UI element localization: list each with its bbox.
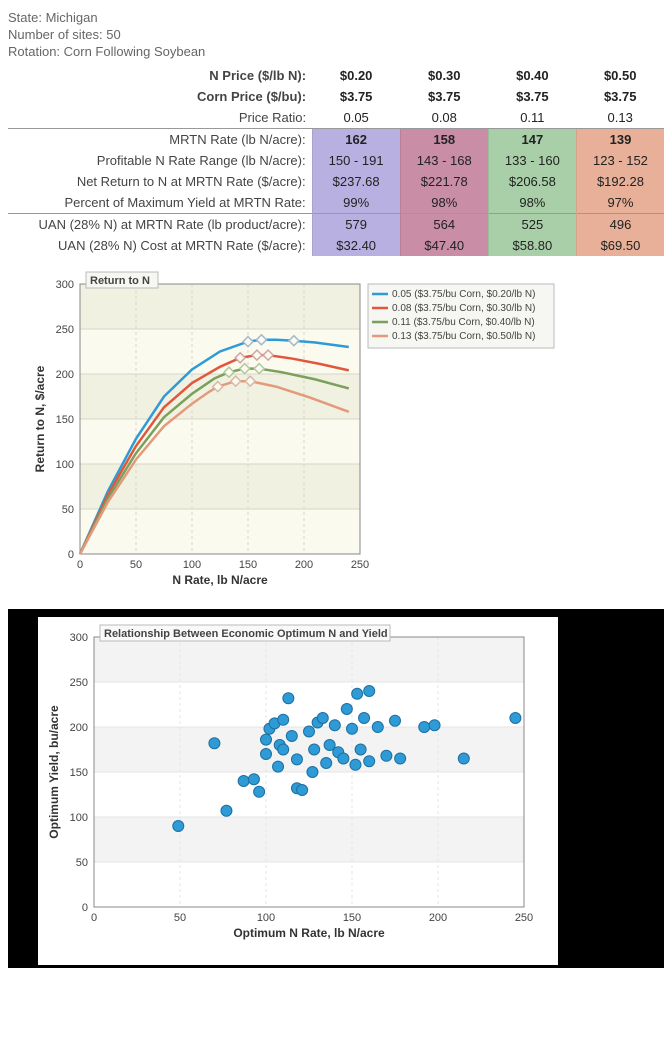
table-row-label: MRTN Rate (lb N/acre): <box>8 129 312 151</box>
table-cell: 0.13 <box>576 107 664 129</box>
meta-state: State: Michigan <box>8 10 664 25</box>
svg-text:0: 0 <box>82 902 88 914</box>
meta-sites: Number of sites: 50 <box>8 27 664 42</box>
table-cell: 525 <box>488 214 576 236</box>
table-row-label: Price Ratio: <box>8 107 312 129</box>
table-cell: $3.75 <box>400 86 488 107</box>
table-row-label: Corn Price ($/bu): <box>8 86 312 107</box>
svg-text:150: 150 <box>56 414 74 426</box>
table-row-label: Profitable N Rate Range (lb N/acre): <box>8 150 312 171</box>
svg-text:Optimum N Rate, lb N/acre: Optimum N Rate, lb N/acre <box>233 926 385 940</box>
svg-text:0: 0 <box>91 912 97 924</box>
svg-text:50: 50 <box>76 857 88 869</box>
table-cell: 97% <box>576 192 664 214</box>
svg-text:Relationship Between Economic: Relationship Between Economic Optimum N … <box>104 628 388 640</box>
svg-text:N Rate, lb N/acre: N Rate, lb N/acre <box>172 573 268 587</box>
table-cell: 579 <box>312 214 400 236</box>
svg-text:150: 150 <box>343 912 361 924</box>
svg-text:100: 100 <box>257 912 275 924</box>
table-row-label: UAN (28% N) at MRTN Rate (lb product/acr… <box>8 214 312 236</box>
svg-text:0: 0 <box>68 549 74 561</box>
svg-text:250: 250 <box>56 324 74 336</box>
table-cell: 158 <box>400 129 488 151</box>
table-cell: $0.40 <box>488 65 576 86</box>
table-cell: 99% <box>312 192 400 214</box>
table-cell: 564 <box>400 214 488 236</box>
mrtn-table: N Price ($/lb N):$0.20$0.30$0.40$0.50 Cor… <box>8 65 664 256</box>
svg-text:100: 100 <box>183 559 201 571</box>
svg-text:300: 300 <box>70 632 88 644</box>
svg-text:250: 250 <box>351 559 369 571</box>
table-row-label: UAN (28% N) Cost at MRTN Rate ($/acre): <box>8 235 312 256</box>
svg-text:50: 50 <box>174 912 186 924</box>
table-cell: $3.75 <box>576 86 664 107</box>
svg-text:50: 50 <box>130 559 142 571</box>
svg-text:Optimum Yield, bu/acre: Optimum Yield, bu/acre <box>47 705 61 839</box>
table-cell: 98% <box>400 192 488 214</box>
table-cell: 0.08 <box>400 107 488 129</box>
table-cell: $0.50 <box>576 65 664 86</box>
svg-text:Return to N, $/acre: Return to N, $/acre <box>33 365 47 472</box>
svg-text:150: 150 <box>70 767 88 779</box>
svg-text:300: 300 <box>56 279 74 291</box>
scatter-chart-container: 0 50 100 150 200 250 0 50 100 150 200 250 300 Optimum… <box>8 609 664 968</box>
table-cell: $0.20 <box>312 65 400 86</box>
table-cell: 0.05 <box>312 107 400 129</box>
svg-text:200: 200 <box>295 559 313 571</box>
table-cell: $47.40 <box>400 235 488 256</box>
table-cell: $0.30 <box>400 65 488 86</box>
table-cell: $3.75 <box>312 86 400 107</box>
table-cell: $237.68 <box>312 171 400 192</box>
table-cell: $32.40 <box>312 235 400 256</box>
meta-rotation: Rotation: Corn Following Soybean <box>8 44 664 59</box>
table-cell: $206.58 <box>488 171 576 192</box>
svg-text:50: 50 <box>62 504 74 516</box>
table-cell: $221.78 <box>400 171 488 192</box>
svg-text:0.11 ($3.75/bu Corn, $0.40/lb: 0.11 ($3.75/bu Corn, $0.40/lb N) <box>392 317 535 328</box>
table-cell: 123 - 152 <box>576 150 664 171</box>
table-cell: 98% <box>488 192 576 214</box>
table-cell: 139 <box>576 129 664 151</box>
table-cell: 143 - 168 <box>400 150 488 171</box>
table-cell: $3.75 <box>488 86 576 107</box>
svg-text:0.13 ($3.75/bu Corn, $0.50/lb: 0.13 ($3.75/bu Corn, $0.50/lb N) <box>392 331 535 342</box>
table-cell: $69.50 <box>576 235 664 256</box>
svg-text:150: 150 <box>239 559 257 571</box>
svg-text:100: 100 <box>56 459 74 471</box>
svg-text:0.08 ($3.75/bu Corn, $0.30/lb: 0.08 ($3.75/bu Corn, $0.30/lb N) <box>392 303 535 314</box>
return-to-n-chart: 0 50 100 150 200 250 0 50 100 150 200 250 300 N Rate,… <box>28 266 664 609</box>
svg-text:Return to N: Return to N <box>90 275 150 287</box>
svg-text:200: 200 <box>70 722 88 734</box>
table-cell: $192.28 <box>576 171 664 192</box>
svg-text:200: 200 <box>56 369 74 381</box>
svg-text:0: 0 <box>77 559 83 571</box>
svg-text:250: 250 <box>70 677 88 689</box>
table-row-label: Net Return to N at MRTN Rate ($/acre): <box>8 171 312 192</box>
table-cell: 496 <box>576 214 664 236</box>
svg-text:100: 100 <box>70 812 88 824</box>
table-cell: 147 <box>488 129 576 151</box>
svg-text:200: 200 <box>429 912 447 924</box>
svg-text:0.05 ($3.75/bu Corn, $0.20/lb: 0.05 ($3.75/bu Corn, $0.20/lb N) <box>392 289 535 300</box>
table-row-label: Percent of Maximum Yield at MRTN Rate: <box>8 192 312 214</box>
svg-text:250: 250 <box>515 912 533 924</box>
table-row-label: N Price ($/lb N): <box>8 65 312 86</box>
table-cell: $58.80 <box>488 235 576 256</box>
table-cell: 162 <box>312 129 400 151</box>
table-cell: 0.11 <box>488 107 576 129</box>
table-cell: 133 - 160 <box>488 150 576 171</box>
table-cell: 150 - 191 <box>312 150 400 171</box>
